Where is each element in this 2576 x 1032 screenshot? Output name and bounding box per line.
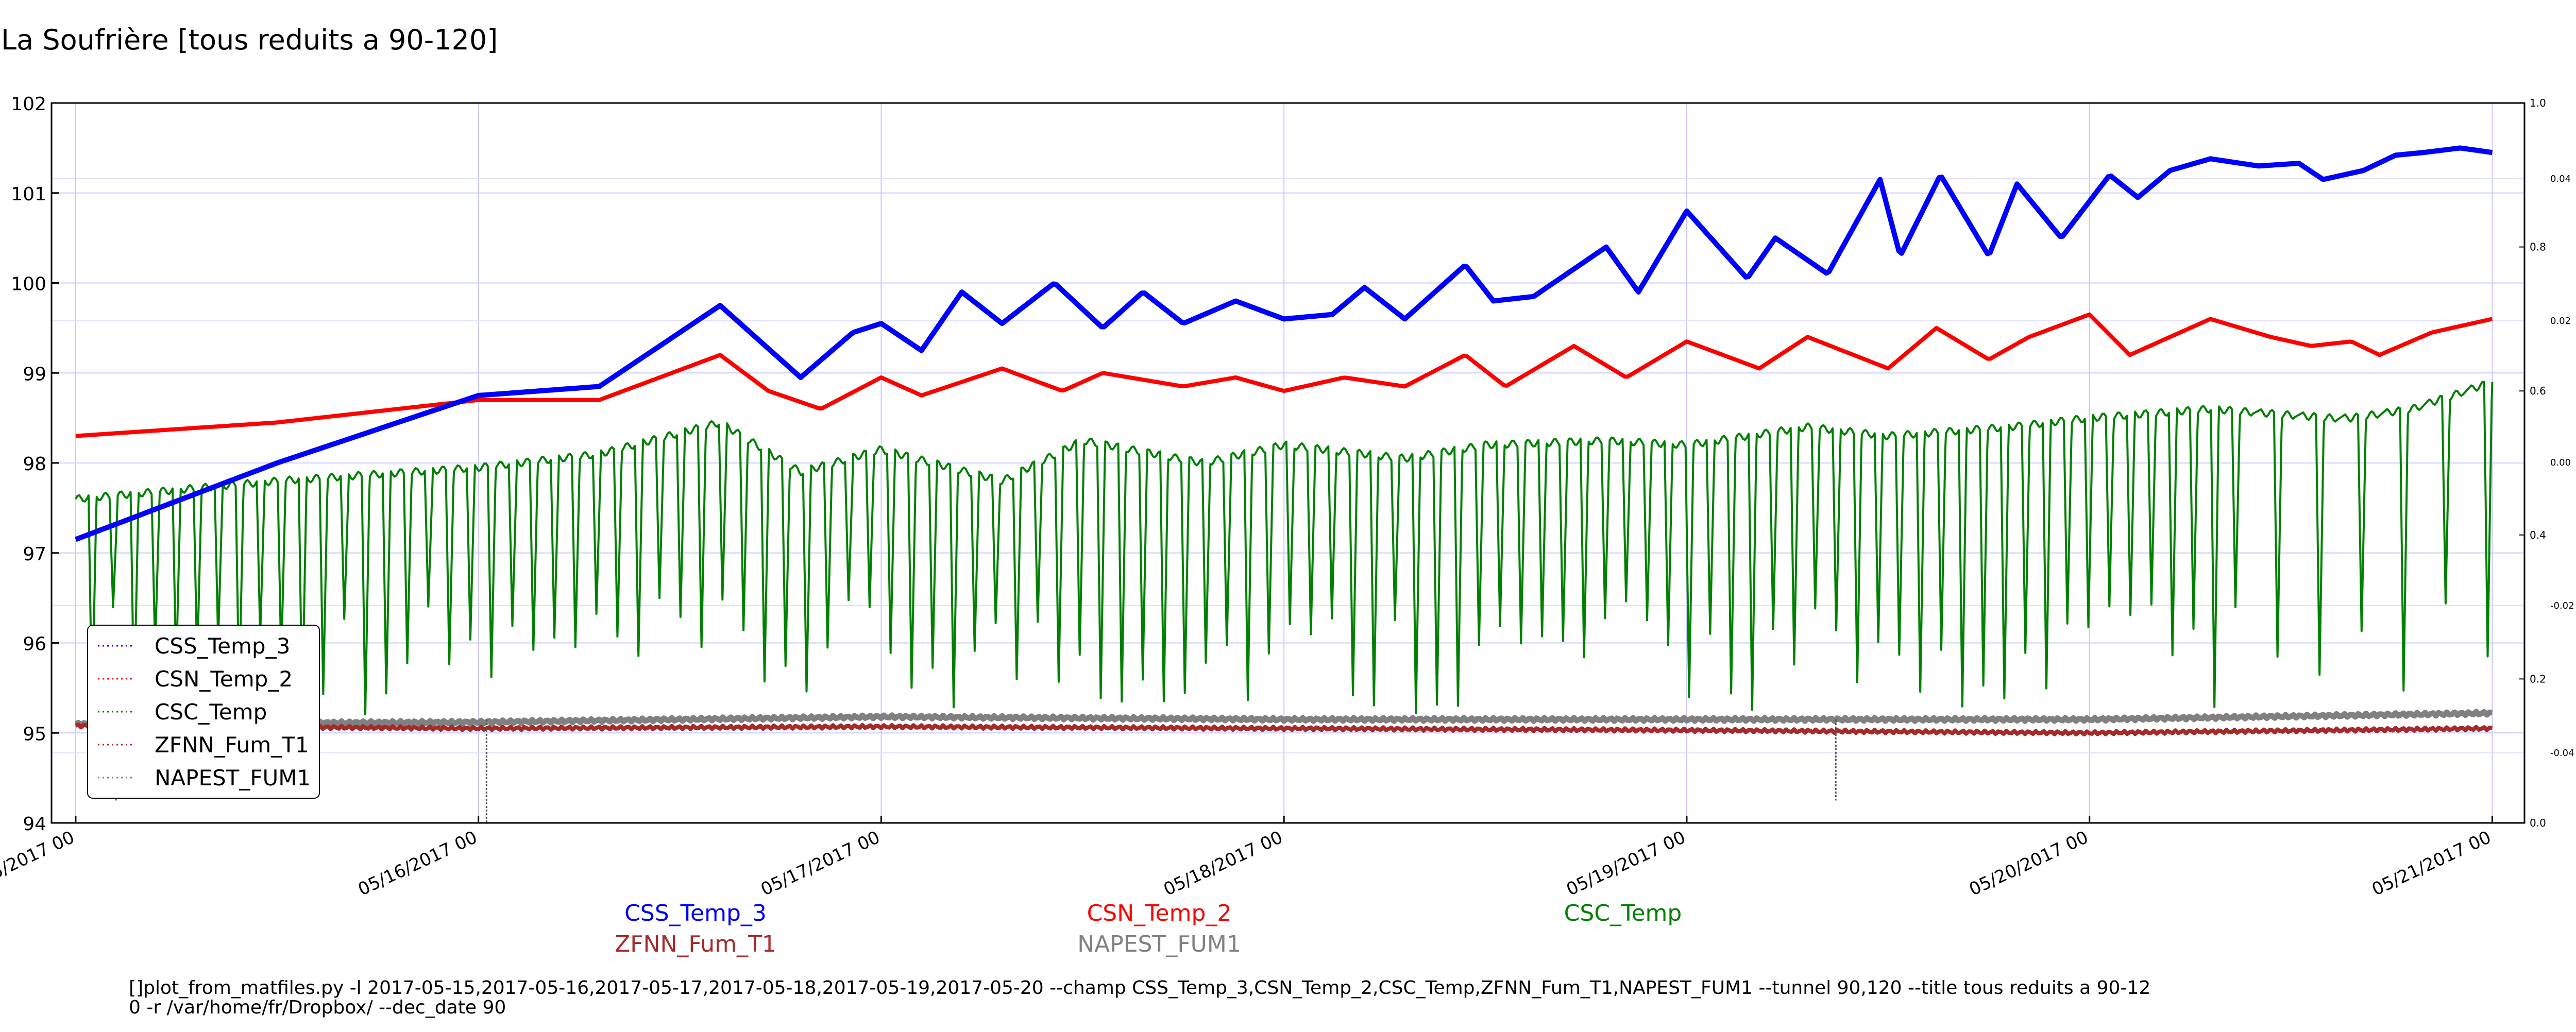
bottom-label-csc-temp: CSC_Temp [1564, 900, 1682, 926]
legend-label: ZFNN_Fum_T1 [155, 732, 309, 758]
series-line-csc-temp [75, 381, 2494, 716]
x-tick-label: 05/21/2017 00 [2369, 827, 2495, 900]
right-minor-tick-label: -0.04 [2550, 748, 2574, 759]
right-minor-tick-label: 0.00 [2550, 457, 2571, 468]
x-tick-label: 05/16/2017 00 [355, 827, 481, 900]
right-tick-label: 0.4 [2530, 529, 2546, 541]
legend-label: CSC_Temp [155, 699, 267, 725]
bottom-label-zfnn-fum-t1: ZFNN_Fum_T1 [615, 931, 776, 957]
command-line-text-continued: 0 -r /var/home/fr/Dropbox/ --dec_date 90 [129, 997, 506, 1018]
y-tick-label: 94 [23, 814, 46, 835]
y-tick-label: 95 [23, 724, 46, 745]
series-line-zfnn-fum-t1 [75, 722, 2493, 737]
bottom-label-napest-fum1: NAPEST_FUM1 [1077, 931, 1241, 957]
y-tick-label: 98 [23, 454, 46, 475]
legend-item: CSS_Temp_3 [98, 633, 290, 659]
legend: CSS_Temp_3 CSN_Temp_2 CSC_Temp ZFNN_Fum_T1 N… [87, 625, 320, 799]
legend-label: CSS_Temp_3 [155, 633, 290, 659]
y-tick-label: 96 [23, 634, 46, 655]
x-tick-label: 05/17/2017 00 [758, 827, 884, 900]
legend-item: CSC_Temp [98, 699, 267, 725]
legend-label: CSN_Temp_2 [155, 666, 293, 692]
bottom-label-css-temp-3: CSS_Temp_3 [624, 900, 767, 926]
command-line-text: []plot_from_matfiles.py -l 2017-05-15,20… [129, 977, 2150, 999]
y-tick-label: 99 [23, 364, 46, 385]
right-tick-label: 1.0 [2530, 97, 2546, 109]
right-minor-tick-label: -0.02 [2550, 600, 2574, 611]
series-layer [74, 145, 2494, 823]
x-tick-label: 05/20/2017 00 [1966, 827, 2092, 900]
bottom-series-labels: CSS_Temp_3 CSN_Temp_2 CSC_Temp ZFNN_Fum_… [615, 900, 1682, 957]
legend-item: ZFNN_Fum_T1 [98, 732, 309, 758]
legend-item: CSN_Temp_2 [98, 666, 293, 692]
x-tick-label: 05/19/2017 00 [1563, 827, 1689, 900]
right-tick-label: 0.2 [2530, 673, 2546, 685]
right-tick-label: 0.0 [2530, 817, 2546, 829]
x-tick-label: 05/18/2017 00 [1160, 827, 1286, 900]
y-tick-label: 100 [11, 274, 46, 295]
right-minor-tick-label: 0.02 [2550, 316, 2571, 326]
legend-item: NAPEST_FUM1 [98, 765, 311, 790]
bottom-label-csn-temp-2: CSN_Temp_2 [1087, 900, 1232, 926]
series-line-css-temp-3 [75, 145, 2493, 542]
x-tick-label: 05/15/2017 00 [0, 827, 78, 900]
y-tick-label: 101 [11, 184, 46, 205]
legend-box [87, 625, 320, 799]
chart-title: La Soufrière [tous reduits a 90-120] [1, 24, 498, 56]
series-line-napest-fum1 [74, 709, 2493, 729]
y-tick-label: 102 [11, 94, 46, 115]
right-tick-label: 0.8 [2530, 241, 2546, 253]
right-tick-label: 0.6 [2530, 385, 2546, 397]
legend-label: NAPEST_FUM1 [155, 765, 311, 790]
series-line-csn-temp-2 [75, 312, 2493, 438]
y-tick-label: 97 [23, 544, 46, 565]
right-minor-tick-label: 0.04 [2550, 174, 2571, 184]
